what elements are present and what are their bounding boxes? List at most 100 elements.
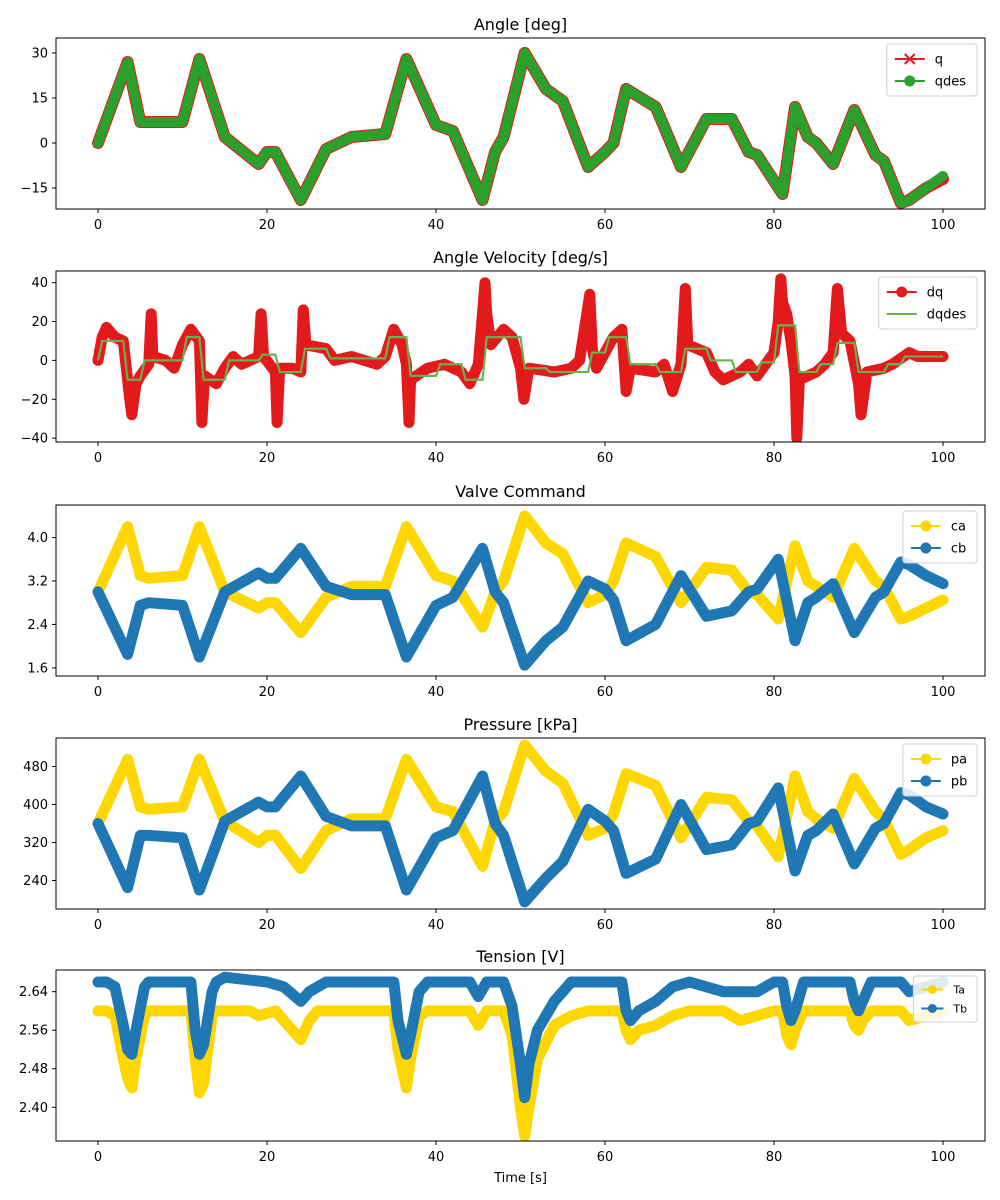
data-point-dq-5 — [124, 390, 134, 400]
data-point-dq-7 — [131, 379, 141, 389]
data-point-dq-38 — [389, 324, 399, 334]
data-point-dq-36 — [372, 359, 382, 369]
chart-frame-4 — [55, 969, 986, 1142]
series-line-dq — [92, 273, 949, 442]
legend-marker-dq — [896, 286, 908, 298]
x-tick-label-1-2: 40 — [428, 451, 445, 466]
data-point-dq-50 — [486, 340, 496, 350]
x-tick-label-4-4: 80 — [766, 1150, 783, 1165]
series-line-pa — [92, 739, 949, 875]
data-point-dq-57 — [566, 363, 576, 373]
data-point-dq-43 — [423, 363, 433, 373]
chart-panel-0: Angle [deg] 0 20 40 60 80 100 −15 0 15 30 q qdes — [21, 15, 986, 233]
data-point-dq-2 — [101, 322, 111, 332]
data-point-dq-58 — [575, 355, 585, 365]
legend-label-q: q — [935, 53, 943, 68]
y-tick-label-2-0: 1.6 — [27, 661, 48, 676]
x-tick-label-3-3: 60 — [597, 918, 614, 933]
chart-series-group-4 — [92, 971, 949, 1141]
y-tick-label-0-0: −15 — [21, 182, 48, 197]
data-point-dq-75 — [718, 375, 728, 385]
chart-title-4: Tension [V] — [475, 947, 564, 966]
x-tick-label-2-0: 0 — [94, 685, 102, 700]
data-point-dq-49 — [482, 309, 492, 319]
legend-label-Tb: Tb — [952, 1002, 967, 1015]
x-tick-label-1-4: 80 — [766, 451, 783, 466]
chart-title-2: Valve Command — [455, 482, 586, 501]
data-point-dq-1 — [97, 332, 107, 342]
chart-frame-2 — [55, 504, 986, 677]
legend-0: q qdes — [886, 43, 978, 97]
y-tick-label-1-3: 20 — [31, 315, 48, 330]
series-line-ca — [92, 510, 949, 639]
data-point-dq-81 — [773, 317, 783, 327]
data-point-dq-74 — [710, 367, 720, 377]
chart-series-group-1 — [92, 273, 949, 442]
x-tick-label-0-5: 100 — [931, 218, 956, 233]
chart-panel-1: Angle Velocity [deg/s] 0 20 40 60 80 100 −40 −20… — [21, 248, 986, 466]
legend-label-ca: ca — [951, 520, 966, 535]
x-tick-label-1-5: 100 — [931, 451, 956, 466]
data-point-dq-87 — [792, 433, 802, 442]
data-point-dq-19 — [211, 379, 221, 389]
data-point-dq-72 — [683, 340, 693, 350]
chart-frame-3 — [55, 737, 986, 910]
x-tick-label-4-0: 0 — [94, 1150, 102, 1165]
x-tick-label-2-5: 100 — [931, 685, 956, 700]
data-point-dq-24 — [256, 309, 266, 319]
x-tick-label-0-1: 20 — [259, 218, 276, 233]
data-point-dq-53 — [516, 363, 525, 373]
y-tick-label-0-2: 15 — [31, 92, 48, 107]
y-tick-label-1-4: 40 — [31, 276, 48, 291]
legend-marker-cb — [920, 542, 932, 554]
x-tick-label-4-3: 60 — [597, 1150, 614, 1165]
chart-frame-0 — [55, 37, 986, 210]
legend-label-cb: cb — [951, 542, 966, 557]
data-point-dq-79 — [761, 359, 771, 369]
legend-box-4 — [912, 975, 978, 1023]
y-tick-label-0-3: 30 — [31, 47, 48, 62]
data-point-dq-54 — [519, 394, 529, 404]
data-point-dq-22 — [237, 359, 247, 369]
legend-1: dq dqdes — [878, 276, 978, 330]
data-point-dq-78 — [752, 371, 762, 381]
data-point-dq-11 — [148, 352, 158, 361]
data-point-dq-41 — [404, 418, 414, 428]
series-line-qdes — [93, 48, 948, 208]
x-tick-label-3-0: 0 — [94, 918, 102, 933]
data-point-dq-66 — [625, 363, 635, 373]
y-tick-label-3-0: 240 — [23, 874, 48, 889]
x-axis-label: Time [s] — [493, 1171, 547, 1186]
x-tick-label-2-2: 40 — [428, 685, 445, 700]
y-tick-label-1-1: −20 — [21, 393, 48, 408]
x-tick-label-3-2: 40 — [428, 918, 445, 933]
data-point-dq-96 — [856, 410, 866, 420]
data-point-dq-29 — [287, 363, 297, 373]
data-point-dq-47 — [473, 359, 483, 369]
data-point-dq-85 — [786, 336, 796, 346]
y-tick-label-2-3: 4.0 — [27, 531, 48, 546]
chart-title-0: Angle [deg] — [474, 15, 567, 34]
series-line-cb — [92, 542, 949, 671]
y-tick-label-2-1: 2.4 — [27, 618, 48, 633]
chart-series-group-3 — [92, 739, 949, 908]
data-point-dq-95 — [854, 379, 863, 389]
chart-title-3: Pressure [kPa] — [464, 715, 578, 734]
legend-label-dqdes: dqdes — [927, 308, 967, 323]
data-point-dq-39 — [397, 340, 407, 350]
x-tick-label-3-4: 80 — [766, 918, 783, 933]
data-point-dq-64 — [617, 324, 627, 334]
series-line-Tb — [92, 971, 949, 1104]
data-point-dq-93 — [837, 328, 847, 338]
data-point-dq-60 — [587, 344, 597, 354]
data-point-dq-21 — [228, 352, 238, 361]
legend-marker-Ta — [927, 985, 937, 994]
data-point-dq-17 — [197, 418, 207, 428]
x-tick-label-2-4: 80 — [766, 685, 783, 700]
data-point-dq-13 — [169, 363, 179, 373]
data-point-dq-6 — [127, 410, 137, 420]
chart-title-1: Angle Velocity [deg/s] — [433, 248, 608, 267]
y-tick-label-1-2: 0 — [40, 354, 48, 369]
